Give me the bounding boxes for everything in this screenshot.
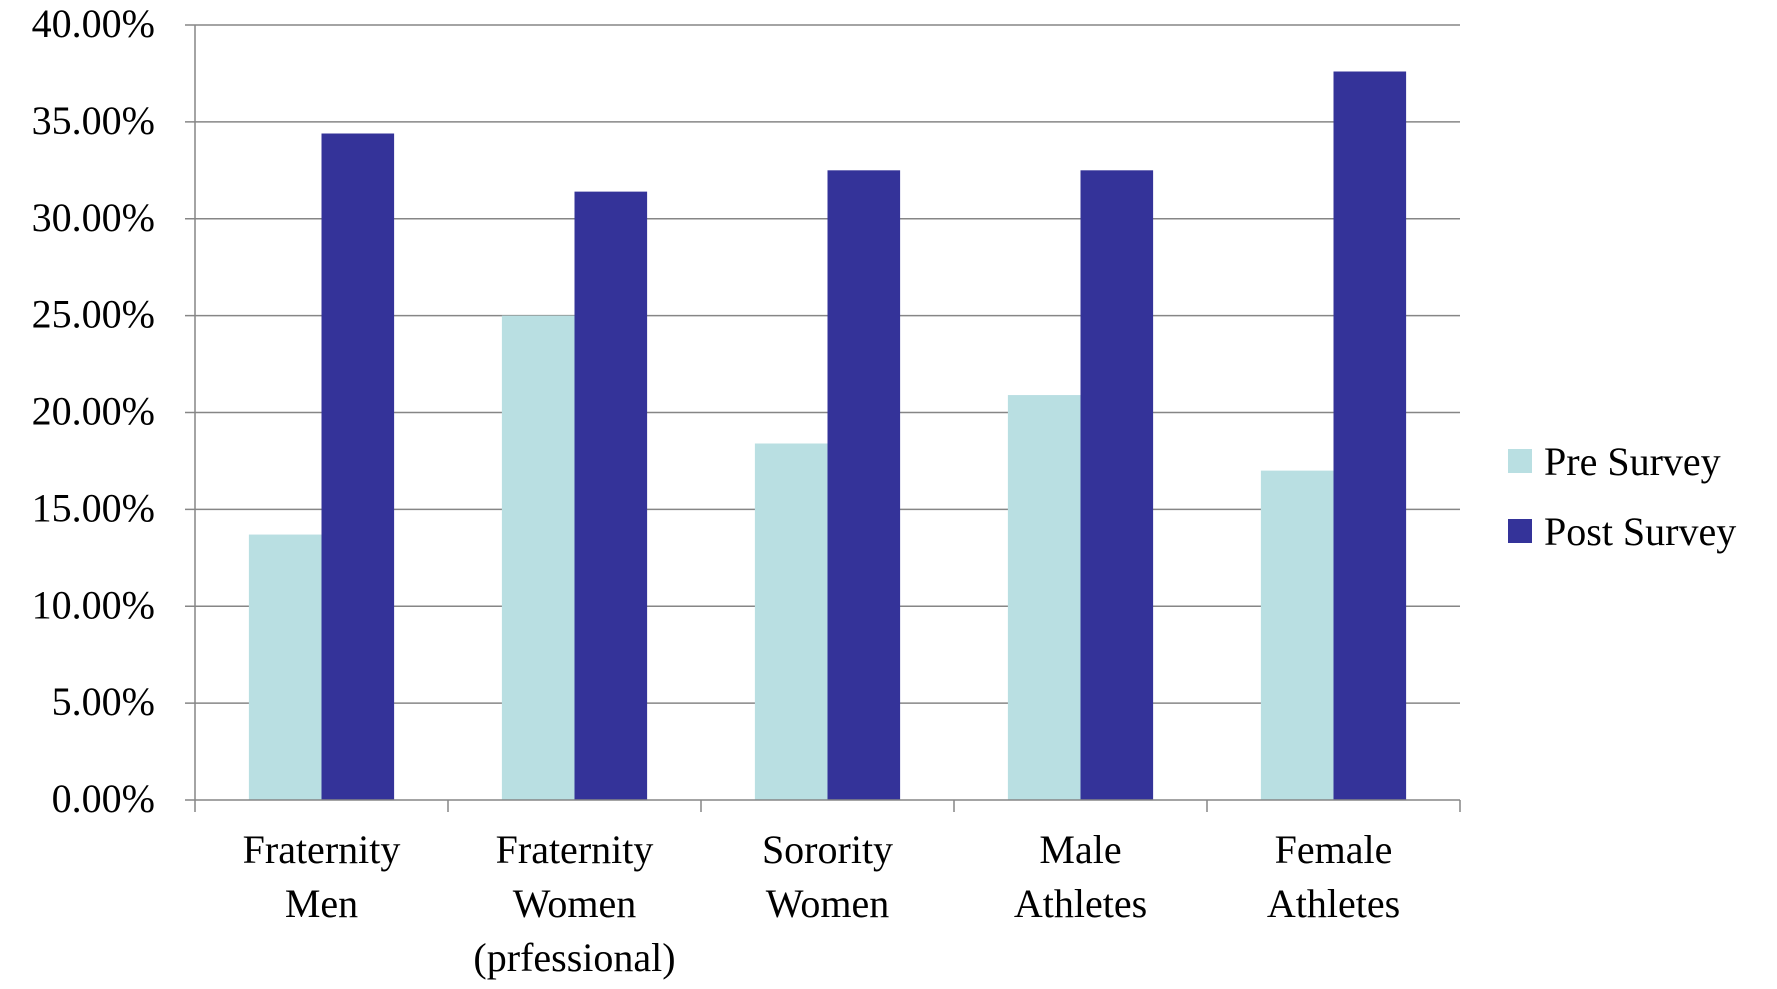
x-tick-label: Fraternity Men	[243, 827, 401, 926]
bar-post-survey	[321, 133, 395, 800]
bar-post-survey	[1333, 71, 1407, 800]
legend-item-post-survey: Post Survey	[1508, 509, 1736, 554]
axes	[185, 24, 1461, 812]
legend-item-pre-survey: Pre Survey	[1508, 439, 1721, 484]
x-tick-label: Male Athletes	[1014, 827, 1147, 926]
y-tick-label: 0.00%	[52, 776, 155, 821]
bar-post-survey	[827, 170, 901, 800]
y-tick-label: 40.00%	[32, 1, 155, 46]
y-tick-label: 15.00%	[32, 485, 155, 530]
legend-label: Post Survey	[1544, 509, 1736, 554]
y-tick-label: 25.00%	[32, 292, 155, 337]
bar-pre-survey	[1007, 395, 1081, 800]
y-tick-label: 20.00%	[32, 389, 155, 434]
x-tick-label: Female Athletes	[1267, 827, 1400, 926]
x-tick-label-line: Female	[1275, 827, 1393, 872]
x-tick-labels: Fraternity Men Fraternity Women (prfessional…	[243, 827, 1401, 980]
bars	[248, 71, 1407, 800]
bar-pre-survey	[248, 534, 322, 800]
legend: Pre Survey Post Survey	[1508, 439, 1736, 554]
bar-pre-survey	[1260, 470, 1334, 800]
y-tick-label: 30.00%	[32, 195, 155, 240]
legend-swatch	[1508, 519, 1532, 543]
x-tick-label-line: Fraternity	[496, 827, 654, 872]
legend-swatch	[1508, 449, 1532, 473]
bar-post-survey	[1080, 170, 1154, 800]
x-tick-label-line: Sorority	[762, 827, 893, 872]
x-tick-label-line: Athletes	[1014, 881, 1147, 926]
y-tick-label: 10.00%	[32, 582, 155, 627]
bar-pre-survey	[501, 315, 575, 800]
x-tick-label: Sorority Women	[762, 827, 893, 926]
bar-post-survey	[574, 191, 648, 800]
x-tick-label-line: Women	[766, 881, 889, 926]
bar-pre-survey	[754, 443, 828, 800]
legend-label: Pre Survey	[1544, 439, 1721, 484]
y-tick-label: 5.00%	[52, 679, 155, 724]
x-tick-label-line: Fraternity	[243, 827, 401, 872]
x-tick-label-line: Men	[285, 881, 358, 926]
x-tick-label-line: Women	[513, 881, 636, 926]
x-tick-label-line: Male	[1039, 827, 1121, 872]
y-tick-labels: 0.00% 5.00% 10.00% 15.00% 20.00% 25.00% 30.00%…	[32, 1, 155, 821]
x-tick-label: Fraternity Women (prfessional)	[473, 827, 675, 980]
x-tick-label-line: Athletes	[1267, 881, 1400, 926]
y-tick-label: 35.00%	[32, 98, 155, 143]
x-tick-label-line: (prfessional)	[473, 935, 675, 980]
